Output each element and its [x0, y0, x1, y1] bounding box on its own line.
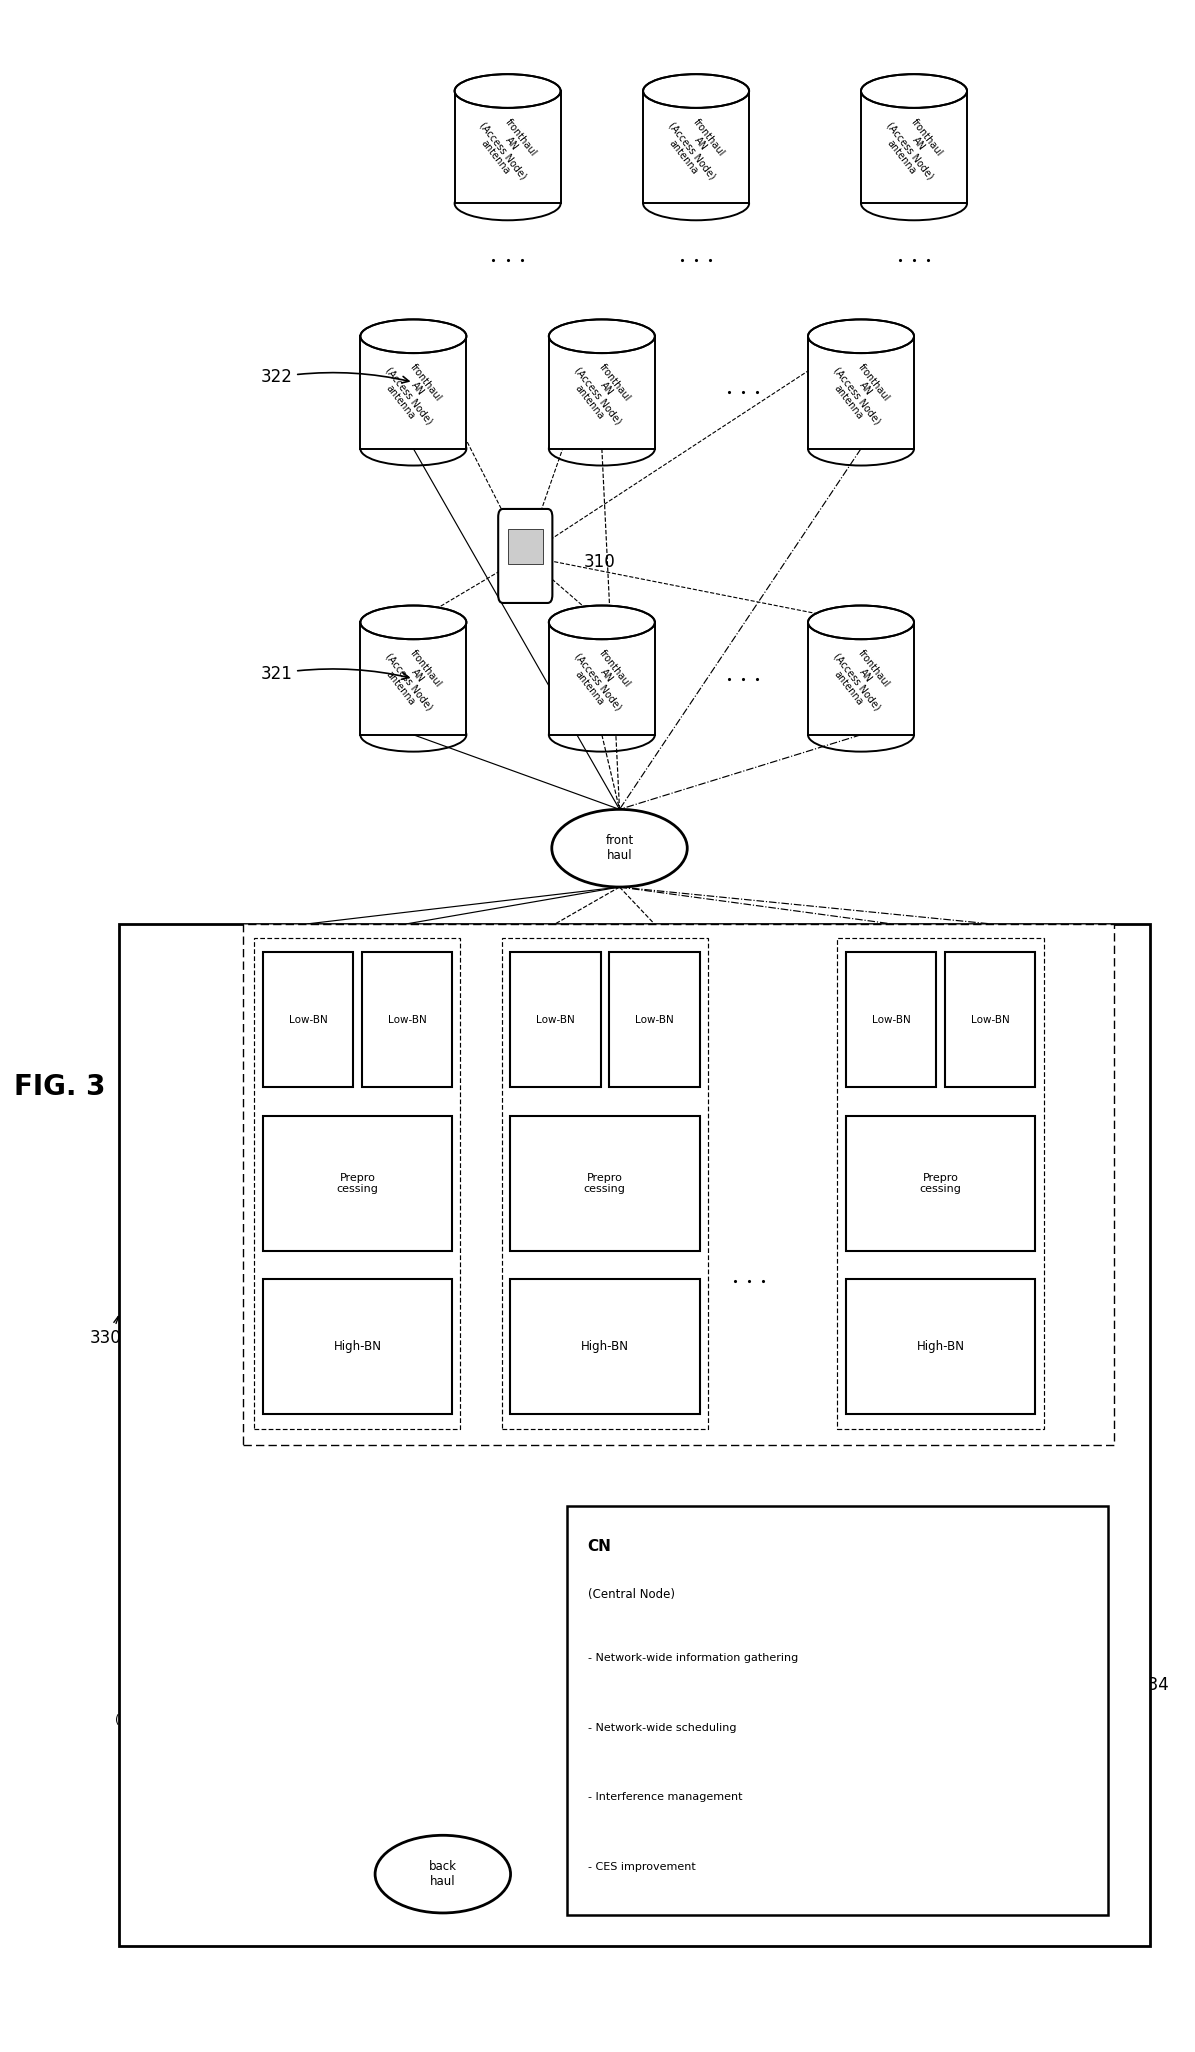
- Ellipse shape: [808, 320, 914, 353]
- Text: - Network-wide information gathering: - Network-wide information gathering: [588, 1654, 798, 1664]
- Ellipse shape: [552, 808, 687, 886]
- FancyBboxPatch shape: [510, 1278, 699, 1414]
- Text: fronthaul
AN
(Access Node)
antenna: fronthaul AN (Access Node) antenna: [823, 638, 899, 718]
- Ellipse shape: [454, 187, 560, 220]
- FancyBboxPatch shape: [510, 952, 601, 1088]
- Text: Low-BN: Low-BN: [535, 1016, 575, 1024]
- Text: 330: 330: [90, 1317, 121, 1346]
- Text: High-BN: High-BN: [333, 1340, 381, 1354]
- Text: 332: 332: [707, 1233, 734, 1248]
- Ellipse shape: [808, 605, 914, 640]
- FancyBboxPatch shape: [566, 1506, 1109, 1915]
- FancyBboxPatch shape: [361, 337, 466, 449]
- Text: fronthaul
AN
(Access Node)
antenna: fronthaul AN (Access Node) antenna: [375, 353, 452, 433]
- Text: fronthaul
AN
(Access Node)
antenna: fronthaul AN (Access Node) antenna: [375, 638, 452, 718]
- Text: - Network-wide scheduling: - Network-wide scheduling: [588, 1724, 736, 1732]
- FancyBboxPatch shape: [944, 952, 1035, 1088]
- Ellipse shape: [361, 320, 466, 353]
- Text: fronthaul
AN
(Access Node)
antenna: fronthaul AN (Access Node) antenna: [470, 107, 546, 187]
- FancyBboxPatch shape: [808, 622, 914, 735]
- FancyBboxPatch shape: [243, 923, 1114, 1445]
- Text: 334: 334: [1108, 1676, 1170, 1754]
- Ellipse shape: [862, 74, 967, 109]
- Ellipse shape: [549, 320, 655, 353]
- FancyBboxPatch shape: [862, 90, 967, 203]
- Text: FIG. 3: FIG. 3: [14, 1073, 105, 1102]
- Text: fronthaul
AN
(Access Node)
antenna: fronthaul AN (Access Node) antenna: [564, 353, 641, 433]
- FancyBboxPatch shape: [549, 337, 655, 449]
- Ellipse shape: [862, 187, 967, 220]
- FancyBboxPatch shape: [609, 952, 699, 1088]
- Text: back
haul: back haul: [429, 1859, 456, 1888]
- Text: Prepro
cessing: Prepro cessing: [920, 1172, 962, 1194]
- FancyBboxPatch shape: [263, 1278, 452, 1414]
- Ellipse shape: [361, 718, 466, 751]
- FancyBboxPatch shape: [838, 938, 1043, 1428]
- Text: - Interference management: - Interference management: [588, 1791, 742, 1802]
- FancyBboxPatch shape: [508, 529, 543, 564]
- Text: Low-BN: Low-BN: [635, 1016, 674, 1024]
- Text: High-BN: High-BN: [917, 1340, 964, 1354]
- Text: (Central Processor): (Central Processor): [116, 1713, 228, 1728]
- FancyBboxPatch shape: [643, 90, 749, 203]
- Ellipse shape: [808, 431, 914, 466]
- Text: Low-BN: Low-BN: [288, 1016, 327, 1024]
- Text: 310: 310: [584, 554, 615, 570]
- Ellipse shape: [549, 605, 655, 640]
- Ellipse shape: [361, 605, 466, 640]
- Text: High-BN: High-BN: [581, 1340, 629, 1354]
- Text: Low-BN: Low-BN: [387, 1016, 427, 1024]
- Text: per-UCC basic structure: per-UCC basic structure: [220, 1114, 233, 1254]
- FancyBboxPatch shape: [361, 622, 466, 735]
- Text: - CES improvement: - CES improvement: [588, 1861, 695, 1871]
- Ellipse shape: [549, 718, 655, 751]
- Text: Prepro
cessing: Prepro cessing: [584, 1172, 626, 1194]
- Text: front
haul: front haul: [606, 835, 633, 862]
- FancyBboxPatch shape: [255, 938, 460, 1428]
- FancyBboxPatch shape: [502, 938, 707, 1428]
- Ellipse shape: [808, 718, 914, 751]
- Text: fronthaul
AN
(Access Node)
antenna: fronthaul AN (Access Node) antenna: [564, 638, 641, 718]
- Text: 331: 331: [460, 1274, 486, 1289]
- Text: fronthaul
AN
(Access Node)
antenna: fronthaul AN (Access Node) antenna: [876, 107, 952, 187]
- Text: CP: CP: [157, 1629, 188, 1650]
- Ellipse shape: [549, 431, 655, 466]
- Text: Low-BN: Low-BN: [970, 1016, 1010, 1024]
- Ellipse shape: [454, 74, 560, 109]
- FancyBboxPatch shape: [549, 622, 655, 735]
- Text: (Central Node): (Central Node): [588, 1588, 675, 1601]
- Text: CN: CN: [588, 1539, 612, 1553]
- Ellipse shape: [643, 187, 749, 220]
- FancyBboxPatch shape: [454, 90, 560, 203]
- FancyBboxPatch shape: [510, 1116, 699, 1252]
- Ellipse shape: [643, 74, 749, 109]
- Ellipse shape: [361, 431, 466, 466]
- Text: fronthaul
AN
(Access Node)
antenna: fronthaul AN (Access Node) antenna: [658, 107, 734, 187]
- FancyBboxPatch shape: [362, 952, 452, 1088]
- FancyBboxPatch shape: [498, 509, 552, 603]
- Ellipse shape: [375, 1834, 510, 1912]
- Text: 321: 321: [261, 665, 409, 683]
- Text: Prepro
cessing: Prepro cessing: [337, 1172, 379, 1194]
- FancyBboxPatch shape: [846, 1278, 1035, 1414]
- Text: fronthaul
AN
(Access Node)
antenna: fronthaul AN (Access Node) antenna: [823, 353, 899, 433]
- FancyBboxPatch shape: [263, 1116, 452, 1252]
- FancyBboxPatch shape: [846, 952, 937, 1088]
- FancyBboxPatch shape: [118, 923, 1150, 1945]
- FancyBboxPatch shape: [808, 337, 914, 449]
- Text: 322: 322: [261, 367, 409, 386]
- Text: 333: 333: [838, 1233, 864, 1248]
- FancyBboxPatch shape: [846, 1116, 1035, 1252]
- FancyBboxPatch shape: [263, 952, 354, 1088]
- Text: Low-BN: Low-BN: [871, 1016, 911, 1024]
